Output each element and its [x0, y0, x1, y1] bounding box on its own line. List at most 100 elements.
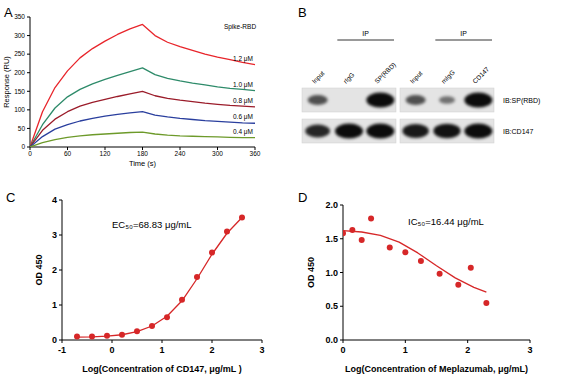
blot-band: [464, 124, 492, 139]
lane-label: SP(RBD): [373, 61, 398, 86]
y-tick-label: 2: [52, 265, 57, 275]
panel-label: B: [298, 5, 307, 20]
data-point: [418, 258, 424, 264]
x-tick: [62, 340, 63, 343]
blot-band: [402, 124, 428, 138]
x-tick-label: 3: [527, 345, 532, 355]
y-tick: [27, 54, 30, 55]
x-axis: [343, 340, 530, 341]
blot-band: [366, 124, 394, 139]
x-tick: [467, 340, 468, 343]
series-label: 1.0 μM: [233, 81, 253, 89]
y-tick: [27, 91, 30, 92]
data-point: [359, 237, 365, 243]
panel-label: A: [4, 5, 13, 20]
data-point: [368, 216, 374, 222]
y-tick-label: 350: [14, 13, 25, 20]
x-tick: [212, 340, 213, 343]
y-tick: [27, 128, 30, 129]
y-tick-label: 1.0: [325, 268, 338, 278]
panel-label: C: [6, 190, 15, 205]
lane-label: Input: [408, 69, 424, 85]
x-tick: [262, 340, 263, 343]
row-label: IB:CD147: [503, 128, 533, 135]
x-tick-label: 360: [250, 150, 261, 157]
chart-panel: D 0.0 0.5 1.0 1.5 2.0 0 1 2 3 Log(Concentration of…: [298, 190, 533, 374]
annotation: IC₅₀=16.44 μg/mL: [408, 216, 484, 227]
x-tick-label: 0: [340, 345, 345, 355]
lane-label: mIgG: [440, 69, 457, 86]
data-point: [437, 271, 443, 277]
y-tick: [340, 205, 343, 206]
x-tick-label: 240: [175, 150, 186, 157]
blot-panel: BInputrIgGSP(RBD)IPInputmIgGCD147IPIB:SP…: [298, 5, 540, 143]
blot-band: [464, 93, 492, 108]
y-tick-label: 300: [14, 32, 25, 39]
y-tick-label: 1: [52, 300, 57, 310]
blot-strip: [302, 88, 396, 112]
data-point: [468, 265, 474, 271]
y-tick-label: 250: [14, 50, 25, 57]
ip-bracket: [337, 40, 394, 41]
y-tick: [340, 306, 343, 307]
x-axis-label: Log(Concentration of CD147, μg/mL ): [82, 364, 241, 374]
y-axis-label: OD 450: [306, 257, 316, 288]
data-line: [30, 24, 255, 147]
y-tick-label: 100: [14, 106, 25, 113]
y-tick-label: 2.0: [325, 200, 338, 210]
blot-strip: [400, 119, 494, 143]
data-line: [30, 132, 255, 147]
x-tick-label: 3: [259, 345, 264, 355]
blot-strip: [302, 119, 396, 143]
x-axis-label: Time (s): [129, 159, 157, 168]
x-tick: [162, 340, 163, 343]
lane-label: Input: [310, 69, 326, 85]
blot-band: [305, 125, 330, 138]
y-tick-label: 200: [14, 69, 25, 76]
annotation: Spike-RBD: [224, 23, 256, 31]
y-tick-label: 0: [21, 143, 25, 150]
x-tick: [343, 340, 344, 343]
blot-strip: [400, 88, 494, 112]
data-point: [455, 282, 461, 288]
y-axis-label: OD 450: [34, 254, 44, 285]
x-tick-label: 180: [137, 150, 148, 157]
x-tick-label: 300: [212, 150, 223, 157]
x-tick-label: 1: [403, 345, 408, 355]
data-line: [343, 231, 486, 292]
data-line: [77, 218, 242, 338]
x-tick-label: 0: [28, 150, 32, 157]
x-axis-label: Log(Concentration of Meplazumab, μg/mL): [345, 364, 528, 374]
blot-band: [439, 96, 455, 104]
y-tick: [340, 238, 343, 239]
data-line: [30, 112, 255, 147]
group-label: IP: [362, 30, 369, 37]
series-label: 1.2 μM: [233, 55, 253, 63]
y-tick: [59, 235, 62, 236]
x-tick-label: 2: [209, 345, 214, 355]
y-tick-label: 1.5: [325, 234, 338, 244]
y-tick-label: 0: [52, 335, 57, 345]
chart-panel: C01234-10123Log(Concentration of CD147, …: [6, 190, 265, 374]
panel-label: D: [298, 190, 307, 205]
y-tick: [59, 270, 62, 271]
figure: A050100150200250300350060120180240300360…: [0, 0, 568, 386]
data-line: [30, 91, 255, 147]
series-label: 0.6 μM: [233, 113, 253, 121]
blot-band: [433, 124, 460, 139]
y-tick-label: 0.5: [325, 301, 338, 311]
group-label: IP: [460, 30, 467, 37]
plot-area: [30, 24, 255, 147]
y-tick-label: 0.0: [325, 335, 338, 345]
data-point: [483, 300, 489, 306]
x-tick: [405, 340, 406, 343]
annotation: EC₅₀=68.83 μg/mL: [112, 219, 192, 230]
y-tick: [59, 305, 62, 306]
x-tick-label: 0: [109, 345, 114, 355]
data-point: [74, 334, 80, 340]
x-tick-label: -1: [58, 345, 66, 355]
y-tick: [27, 17, 30, 18]
x-tick-label: 2: [465, 345, 470, 355]
blot-band: [366, 93, 394, 108]
blot-band: [406, 95, 426, 105]
